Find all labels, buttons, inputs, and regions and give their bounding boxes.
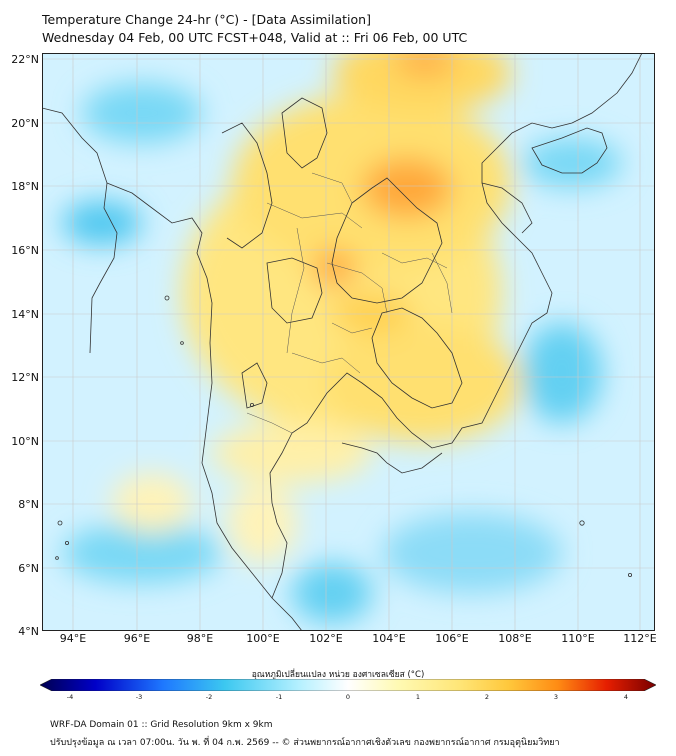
colorbar-tick-3: 3 bbox=[553, 693, 559, 701]
colorbar-tick-minus1: -1 bbox=[275, 693, 283, 701]
colorbar-tick-2: 2 bbox=[484, 693, 490, 701]
grid-lines bbox=[42, 53, 655, 631]
lat-label-22n: 22°N bbox=[11, 53, 39, 66]
lon-label-110e: 110°E bbox=[561, 632, 595, 645]
lat-label-18n: 18°N bbox=[11, 180, 39, 193]
lon-label-112e: 112°E bbox=[623, 632, 657, 645]
colorbar-tick-1: 1 bbox=[415, 693, 421, 701]
lat-label-14n: 14°N bbox=[11, 308, 39, 321]
coastlines bbox=[42, 53, 643, 631]
lat-label-4n: 4°N bbox=[18, 625, 39, 638]
lat-label-16n: 16°N bbox=[11, 244, 39, 257]
colorbar-title: อุณหภูมิเปลี่ยนแปลง หน่วย องศาเซลเซียส (… bbox=[251, 670, 425, 680]
colorbar bbox=[40, 679, 656, 691]
lon-label-94e: 94°E bbox=[59, 632, 87, 645]
map-title: Temperature Change 24-hr (°C) - [Data As… bbox=[42, 12, 371, 27]
lon-label-98e: 98°E bbox=[186, 632, 214, 645]
colorbar-tick-minus2: -2 bbox=[205, 693, 213, 701]
colorbar-gradient bbox=[40, 679, 656, 691]
footer-model-info: WRF-DA Domain 01 :: Grid Resolution 9km … bbox=[50, 720, 273, 730]
colorbar-tick-0: 0 bbox=[345, 693, 351, 701]
lat-label-20n: 20°N bbox=[11, 117, 39, 130]
colorbar-tick-minus4: -4 bbox=[66, 693, 74, 701]
lat-label-12n: 12°N bbox=[11, 371, 39, 384]
islands bbox=[55, 295, 633, 578]
lon-label-106e: 106°E bbox=[435, 632, 469, 645]
colorbar-tick-minus3: -3 bbox=[135, 693, 143, 701]
lat-label-8n: 8°N bbox=[18, 498, 39, 511]
colorbar-tick-4: 4 bbox=[623, 693, 629, 701]
map-subtitle: Wednesday 04 Feb, 00 UTC FCST+048, Valid… bbox=[42, 30, 468, 45]
lon-label-96e: 96°E bbox=[123, 632, 151, 645]
province-boundaries bbox=[246, 172, 453, 434]
lat-label-10n: 10°N bbox=[11, 435, 39, 448]
lon-label-104e: 104°E bbox=[372, 632, 406, 645]
lon-label-108e: 108°E bbox=[498, 632, 532, 645]
map-frame bbox=[42, 53, 655, 631]
lat-label-6n: 6°N bbox=[18, 562, 39, 575]
temperature-change-map[interactable] bbox=[42, 53, 655, 631]
lon-label-100e: 100°E bbox=[246, 632, 280, 645]
footer-credit: ปรับปรุงข้อมูล ณ เวลา 07:00น. วัน พ. ที่… bbox=[50, 738, 560, 748]
lon-label-102e: 102°E bbox=[309, 632, 343, 645]
